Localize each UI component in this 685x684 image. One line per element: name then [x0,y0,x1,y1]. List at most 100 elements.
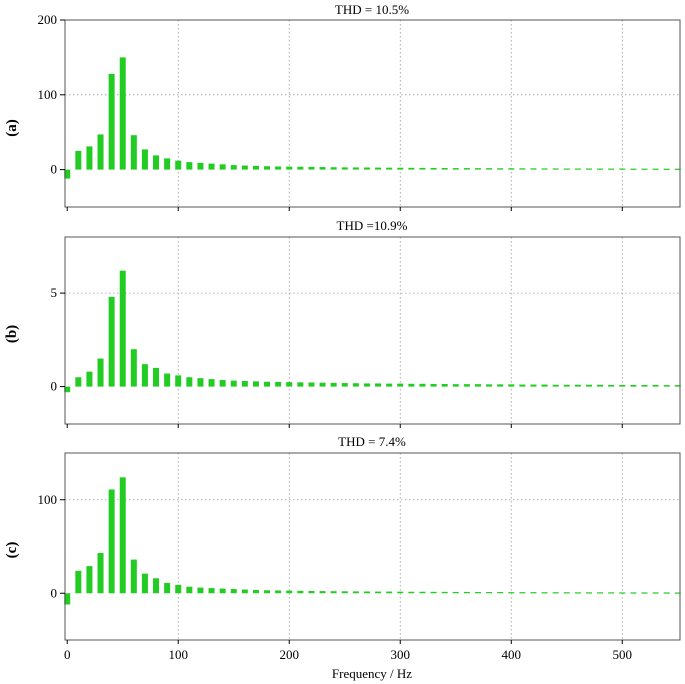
panel-c-bar-150 [230,589,237,594]
panel-b-bar-120 [197,378,204,387]
panel-a-bar-350 [452,168,459,170]
panel-c-bar-480 [597,592,604,594]
panel-c-bar-470 [585,592,592,594]
panel-c-bar-370 [474,592,481,594]
panel-c-bar-490 [608,592,615,594]
panel-b-bar-130 [208,379,215,387]
panel-a-bar-400 [508,168,515,170]
panel-c-bar-330 [430,591,437,594]
panel-c-bar-520 [641,592,648,594]
panel-c-bar-440 [552,592,559,594]
panel-a-bar-30 [97,134,104,170]
panel-b-bar-0 [64,386,71,393]
panel-c-bar-230 [319,591,326,594]
panel-a-bar-80 [153,155,160,170]
panel-b-bar-230 [319,382,326,387]
panel-c-bar-450 [563,592,570,594]
panel-a-bar-60 [130,135,137,170]
panel-b-bar-320 [419,383,426,387]
panel-b-bar-190 [275,381,282,387]
panel-b-bar-60 [130,349,137,387]
x-axis-label: Frequency / Hz [332,666,412,681]
panel-b-bar-540 [663,385,670,387]
panel-c-frame [64,452,681,641]
panel-b-bar-420 [530,384,537,387]
panel-b-bar-550 [674,385,681,387]
panel-a-bar-170 [252,165,259,170]
panel-c-bar-90 [164,582,171,594]
panel-c-bar-410 [519,592,526,594]
panel-b-bar-150 [230,380,237,387]
panel-c-bar-390 [497,592,504,594]
panel-b-bar-480 [597,384,604,387]
panel-a-bar-190 [275,166,282,170]
panel-b-bar-20 [86,371,93,387]
panel-c: THD = 7.4% (c) Frequency / Hz 0 100 0 100 20… [4,434,681,681]
panel-a-bar-20 [86,146,93,170]
panel-a-bar-240 [330,167,337,170]
panel-c-bar-510 [630,592,637,594]
panel-a-bar-70 [141,149,148,170]
panel-b-bar-430 [541,384,548,387]
panel-b-bar-10 [75,377,82,387]
panel-c-bar-280 [375,591,382,594]
panel-a-bar-340 [441,168,448,170]
panel-c-bar-130 [208,588,215,594]
panel-c-title: THD = 7.4% [338,434,406,449]
panel-b-bar-360 [463,384,470,387]
panel-c-bar-340 [441,591,448,594]
panel-c-xtick-label-300: 300 [391,647,411,662]
panel-c-bar-60 [130,559,137,594]
panel-b-bar-290 [386,383,393,387]
panel-c-bar-500 [619,592,626,594]
panel-b-bar-50 [119,270,126,387]
panel-c-ytick-label-0: 0 [51,585,58,600]
panel-b-bar-380 [486,384,493,387]
panel-a-bar-110 [186,162,193,170]
panel-b: THD =10.9% (b) 0 5 [4,218,681,428]
panel-b-bar-140 [219,380,226,387]
panel-a-bar-540 [663,168,670,170]
panel-c-bar-300 [397,591,404,594]
panel-b-bar-440 [552,384,559,387]
panel-c-xtick-label-100: 100 [168,647,188,662]
panel-a-bar-330 [430,167,437,170]
panel-c-bar-420 [530,592,537,594]
panel-c-bar-380 [486,592,493,594]
panel-b-bar-280 [375,383,382,387]
panel-a-frame [64,19,681,208]
panel-b-bar-520 [641,384,648,387]
panel-c-bar-310 [408,591,415,594]
panel-a-bar-550 [674,168,681,170]
panel-b-bar-220 [308,382,315,387]
panel-a-ytick-label-100: 100 [38,87,58,102]
panel-a-bar-100 [175,160,182,170]
panel-c-bar-270 [363,591,370,594]
panel-b-bar-180 [264,381,271,387]
panel-a-ytick-label-0: 0 [51,162,58,177]
panel-a-bar-280 [375,167,382,170]
panel-c-bar-360 [463,591,470,594]
panel-a-bar-220 [308,166,315,170]
panel-a-bar-300 [397,167,404,170]
panel-c-bar-20 [86,566,93,594]
panel-c-bar-140 [219,588,226,594]
panel-b-bar-340 [441,383,448,387]
panel-c-bar-260 [352,591,359,594]
panel-a-bar-450 [563,168,570,170]
panel-c-bar-220 [308,591,315,594]
panel-b-bar-330 [430,383,437,387]
panel-b-bar-410 [519,384,526,387]
panel-c-xtick-label-200: 200 [279,647,299,662]
panel-b-label: (b) [4,325,20,343]
panel-a-bar-150 [230,165,237,170]
panel-b-ytick-label-0: 0 [51,379,58,394]
panel-c-bar-100 [175,584,182,594]
panel-b-bar-30 [97,358,104,387]
panel-a-bar-270 [363,167,370,170]
panel-c-bar-160 [241,589,248,594]
panel-b-bar-160 [241,380,248,387]
panel-a-bar-380 [486,168,493,170]
panel-a-bar-530 [652,168,659,170]
panel-a-bar-120 [197,162,204,170]
